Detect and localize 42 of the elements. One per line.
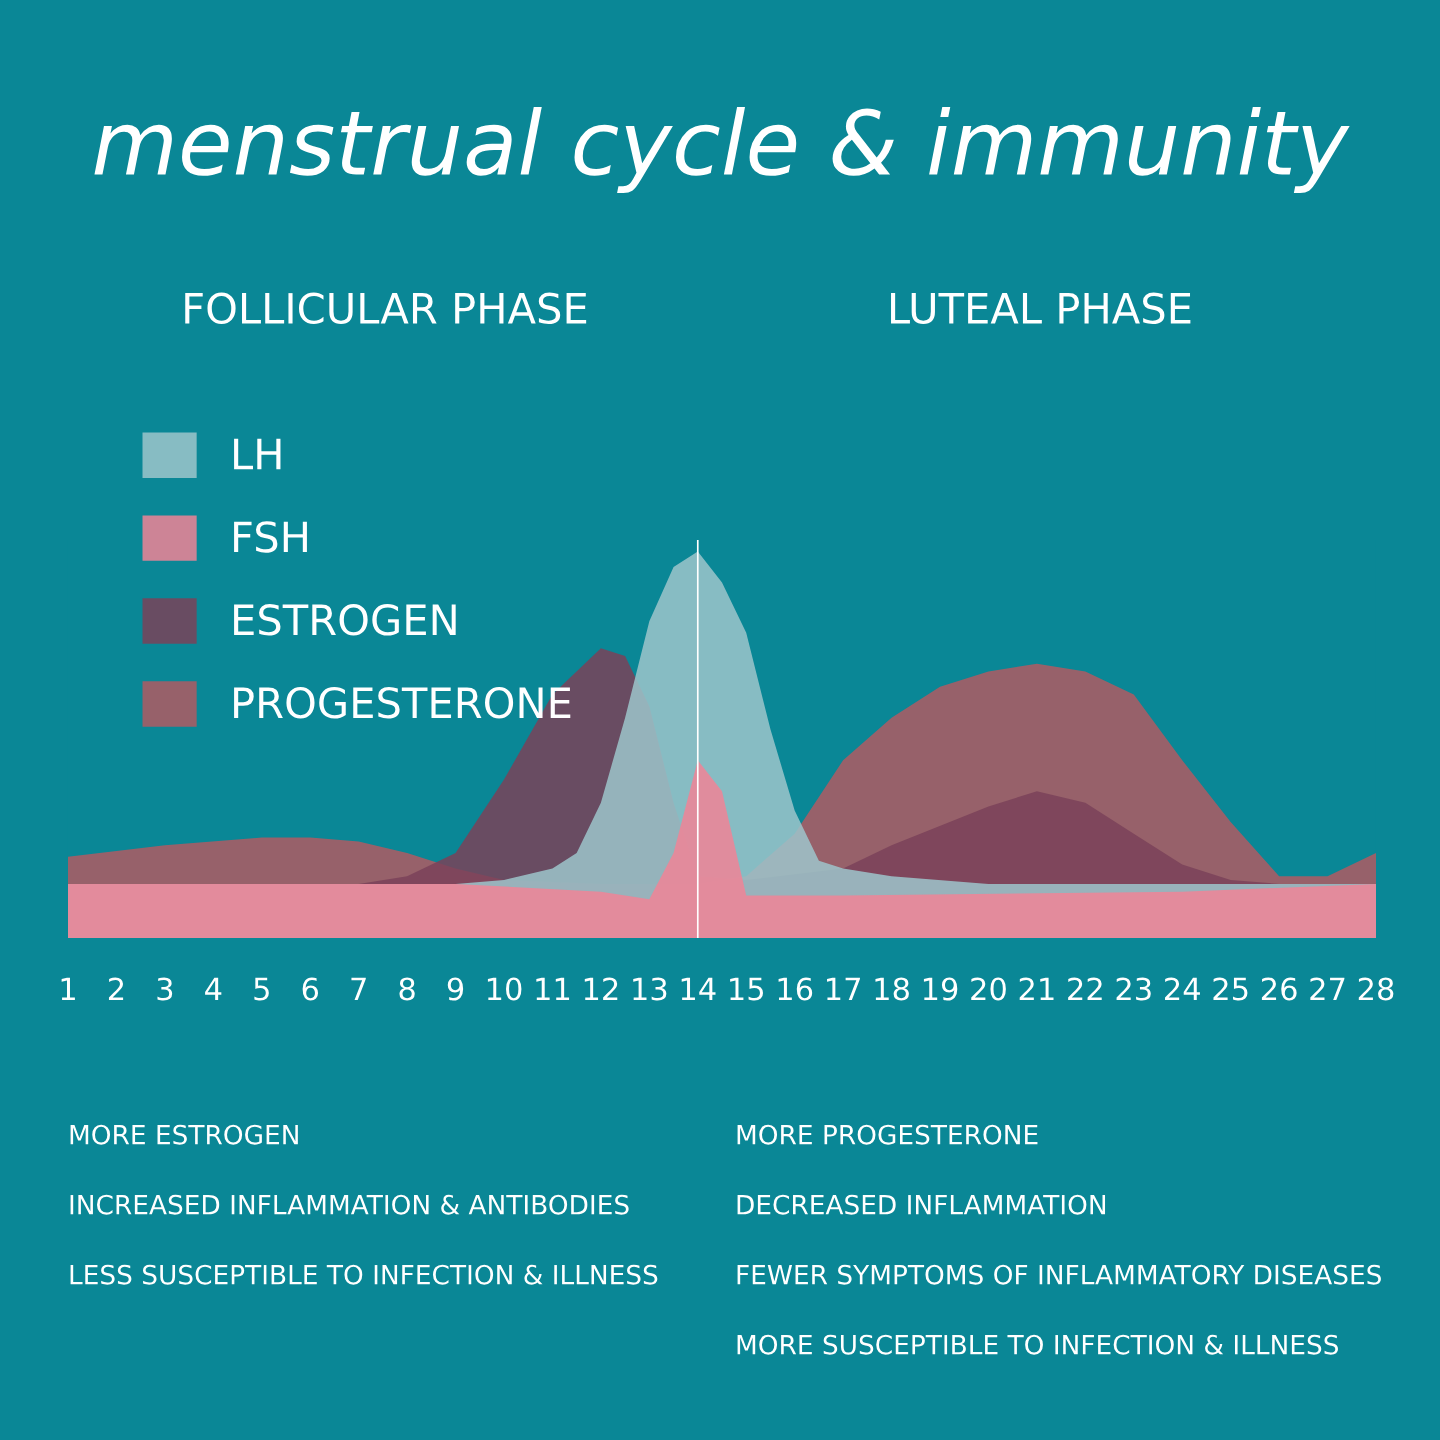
- x-tick-label: 1: [61, 977, 75, 1001]
- x-tick-label: 27: [1310, 977, 1345, 1001]
- x-tick-label: 18: [875, 977, 909, 1001]
- text: FOLLICULAR PHASE: [185, 292, 587, 325]
- x-tick-label: 16: [778, 977, 813, 1001]
- x-tick-label: 6: [302, 977, 319, 1001]
- x-tick-label: 12: [584, 977, 618, 1001]
- x-tick-label: 19: [923, 977, 958, 1001]
- x-tick-label: 4: [205, 977, 222, 1001]
- x-tick-label: 7: [351, 977, 366, 1001]
- x-tick-label: 23: [1116, 977, 1151, 1001]
- x-tick-label: 3: [157, 977, 173, 1001]
- text: LUTEAL PHASE: [891, 292, 1191, 325]
- x-tick-label: 17: [827, 977, 860, 1001]
- text: MORE ESTROGEN: [70, 1124, 298, 1145]
- legend-label: PROGESTERONE: [234, 686, 571, 719]
- chart-title: menstrual cycle & immunity: [94, 106, 1350, 194]
- x-tick-label: 25: [1213, 977, 1248, 1001]
- x-tick-label: 10: [487, 977, 522, 1001]
- text: INCREASED INFLAMMATION & ANTIBODIES: [70, 1194, 629, 1215]
- x-tick-label: 21: [1019, 977, 1054, 1001]
- legend-label: FSH: [234, 521, 307, 553]
- x-tick-label: 28: [1358, 977, 1394, 1001]
- x-tick-label: 2: [108, 977, 124, 1001]
- x-tick-label: 20: [971, 977, 1006, 1001]
- x-tick-label: 5: [254, 977, 269, 1001]
- x-tick-label: 22: [1068, 977, 1102, 1001]
- x-tick-label: 15: [730, 977, 763, 1001]
- x-tick-label: 13: [633, 977, 667, 1001]
- text: LESS SUSCEPTIBLE TO INFECTION & ILLNESS: [70, 1264, 658, 1285]
- text: MORE PROGESTERONE: [737, 1124, 1038, 1145]
- x-tick-label: 8: [399, 977, 415, 1001]
- x-tick-label: 9: [447, 977, 464, 1001]
- x-tick-label: 24: [1165, 977, 1200, 1001]
- x-tick-label: 26: [1261, 977, 1297, 1001]
- x-tick-label: 11: [536, 977, 570, 1001]
- legend-label: LH: [234, 438, 281, 470]
- text: DECREASED INFLAMMATION: [737, 1194, 1106, 1215]
- text: MORE SUSCEPTIBLE TO INFECTION & ILLNESS: [737, 1334, 1339, 1355]
- text: FEWER SYMPTOMS OF INFLAMMATORY DISEASES: [737, 1264, 1381, 1285]
- legend-label: ESTROGEN: [234, 604, 456, 636]
- x-tick-label: 14: [681, 977, 716, 1001]
